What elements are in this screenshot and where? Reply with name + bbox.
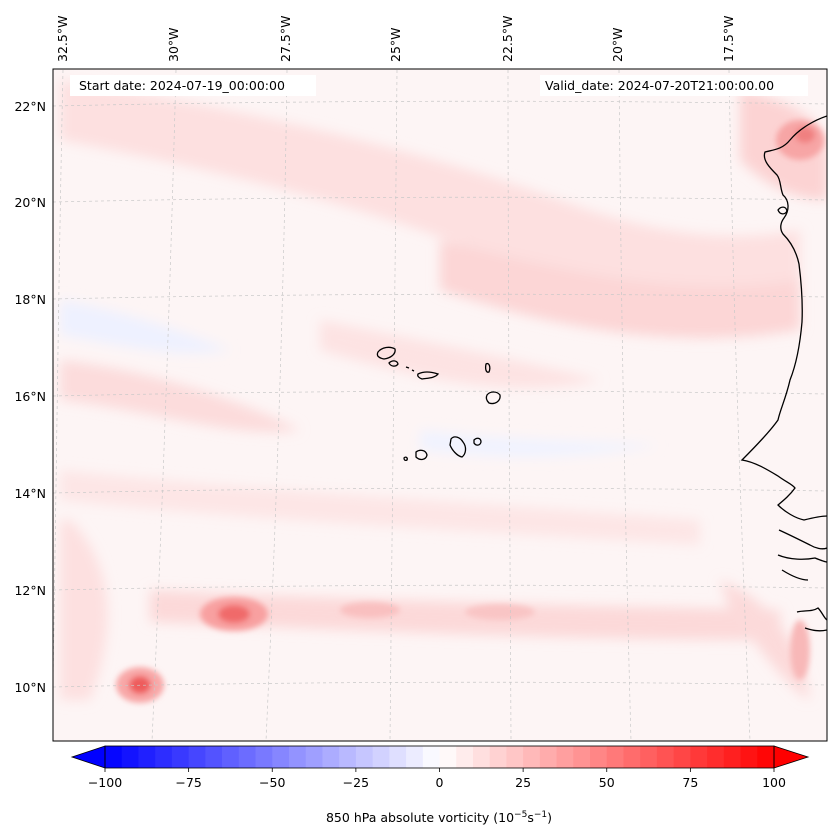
- map-area: Start date: 2024-07-19_00:00:00 Valid_da…: [53, 69, 827, 741]
- colorbar-swatch: [690, 746, 708, 768]
- latitude-labels: 22°N 20°N 18°N 16°N 14°N 12°N 10°N: [14, 99, 46, 695]
- colorbar-swatch: [171, 746, 190, 768]
- colorbar-tick-label: −25: [343, 775, 369, 790]
- colorbar-swatch: [723, 746, 741, 768]
- lon-label: 27.5°W: [278, 16, 293, 62]
- colorbar-swatch: [472, 746, 491, 768]
- lat-label: 22°N: [14, 99, 46, 114]
- lat-label: 12°N: [14, 583, 46, 598]
- colorbar-tick-label: 0: [436, 775, 444, 790]
- colorbar-tick-label: −100: [88, 775, 122, 790]
- colorbar-ticks: −100 −75 −50 −25 0 25 50 75 100: [88, 768, 786, 790]
- island-brava: [403, 456, 408, 462]
- colorbar-swatch: [105, 746, 123, 768]
- colorbar-swatch: [506, 746, 524, 768]
- colorbar-swatch: [372, 746, 390, 768]
- colorbar-swatch: [439, 746, 457, 768]
- vorticity-field: [60, 80, 827, 703]
- colorbar-swatch: [222, 746, 240, 768]
- africa-coastline: [740, 115, 827, 521]
- colorbar-swatch: [606, 746, 624, 768]
- colorbar-swatch: [740, 746, 758, 768]
- colorbar-swatches: [105, 746, 775, 768]
- colorbar-swatch: [188, 746, 206, 768]
- colorbar: −100 −75 −50 −25 0 25 50 75 100 850 hPa absolute…: [70, 745, 810, 825]
- colorbar-tick-label: 25: [515, 775, 531, 790]
- colorbar-swatch: [623, 746, 641, 768]
- island-santo-antao: [376, 346, 396, 360]
- colorbar-swatch: [707, 746, 725, 768]
- island-maio: [473, 437, 482, 446]
- colorbar-swatch: [305, 746, 323, 768]
- colorbar-swatch: [573, 746, 591, 768]
- colorbar-swatch: [288, 746, 307, 768]
- lon-label: 25°W: [388, 27, 403, 62]
- colorbar-swatch: [355, 746, 374, 768]
- start-date-box: [70, 75, 316, 96]
- lon-label: 32.5°W: [55, 16, 70, 62]
- colorbar-swatch: [640, 746, 658, 768]
- valid-date-box: [540, 75, 808, 96]
- colorbar-swatch: [590, 746, 608, 768]
- colorbar-low-extend-arrow: [70, 745, 106, 769]
- colorbar-swatch: [673, 746, 691, 768]
- lon-label: 20°W: [610, 27, 625, 62]
- colorbar-swatch: [138, 746, 156, 768]
- lat-label: 14°N: [14, 486, 46, 501]
- longitude-labels: 32.5°W 30°W 27.5°W 25°W 22.5°W 20°W 17.5…: [55, 16, 736, 62]
- valid-date-label: Valid_date: 2024-07-20T21:00:00.00: [545, 78, 774, 93]
- colorbar-swatch: [121, 746, 139, 768]
- lon-label: 17.5°W: [721, 16, 736, 62]
- colorbar-swatch: [656, 746, 675, 768]
- colorbar-title: 850 hPa absolute vorticity (10−5s−1): [326, 810, 552, 825]
- colorbar-swatch: [205, 746, 223, 768]
- colorbar-swatch: [556, 746, 574, 768]
- colorbar-swatch: [422, 746, 440, 768]
- coastlines: [376, 115, 827, 632]
- island-sal: [484, 362, 491, 373]
- colorbar-swatch: [456, 746, 474, 768]
- lon-label: 30°W: [166, 27, 181, 62]
- lat-label: 20°N: [14, 195, 46, 210]
- colorbar-swatch: [406, 746, 424, 768]
- island-sao-nicolau: [417, 371, 440, 380]
- colorbar-swatch: [523, 746, 541, 768]
- lat-label: 16°N: [14, 389, 46, 404]
- colorbar-swatch: [255, 746, 273, 768]
- colorbar-high-extend-arrow: [773, 745, 810, 769]
- colorbar-swatch: [539, 746, 557, 768]
- colorbar-tick-label: 100: [762, 775, 786, 790]
- lat-label: 18°N: [14, 292, 46, 307]
- lat-label: 10°N: [14, 680, 46, 695]
- colorbar-swatch: [757, 746, 775, 768]
- colorbar-tick-label: −75: [175, 775, 201, 790]
- island-santiago: [449, 436, 467, 458]
- colorbar-swatch: [272, 746, 290, 768]
- colorbar-swatch: [339, 746, 357, 768]
- colorbar-tick-label: 75: [682, 775, 698, 790]
- map-frame: [52, 68, 828, 742]
- colorbar-swatch: [238, 746, 256, 768]
- island-sao-vicente: [388, 360, 399, 367]
- island-boa-vista: [485, 391, 501, 405]
- island-fogo: [415, 449, 428, 461]
- start-date-label: Start date: 2024-07-19_00:00:00: [79, 78, 285, 93]
- colorbar-swatch: [389, 746, 407, 768]
- colorbar-tick-label: −50: [259, 775, 285, 790]
- lon-label: 22.5°W: [500, 16, 515, 62]
- graticule: [53, 69, 827, 741]
- colorbar-swatch: [322, 746, 340, 768]
- colorbar-swatch: [155, 746, 173, 768]
- colorbar-tick-label: 50: [599, 775, 615, 790]
- colorbar-swatch: [489, 746, 507, 768]
